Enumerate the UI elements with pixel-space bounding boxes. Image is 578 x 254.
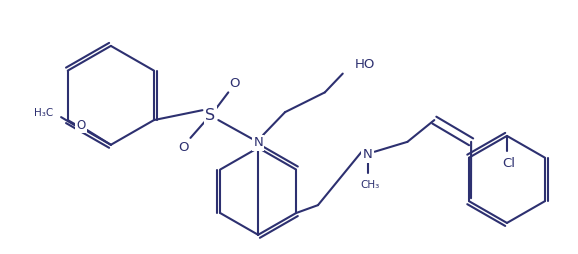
Text: HO: HO	[355, 58, 375, 71]
Text: N: N	[253, 136, 263, 149]
Text: H₃C: H₃C	[34, 108, 53, 118]
Text: O: O	[76, 119, 86, 132]
Text: S: S	[205, 108, 216, 123]
Text: O: O	[229, 77, 239, 90]
Text: Cl: Cl	[502, 157, 516, 170]
Text: N: N	[363, 148, 372, 161]
Text: CH₃: CH₃	[360, 180, 379, 190]
Text: O: O	[178, 141, 189, 154]
